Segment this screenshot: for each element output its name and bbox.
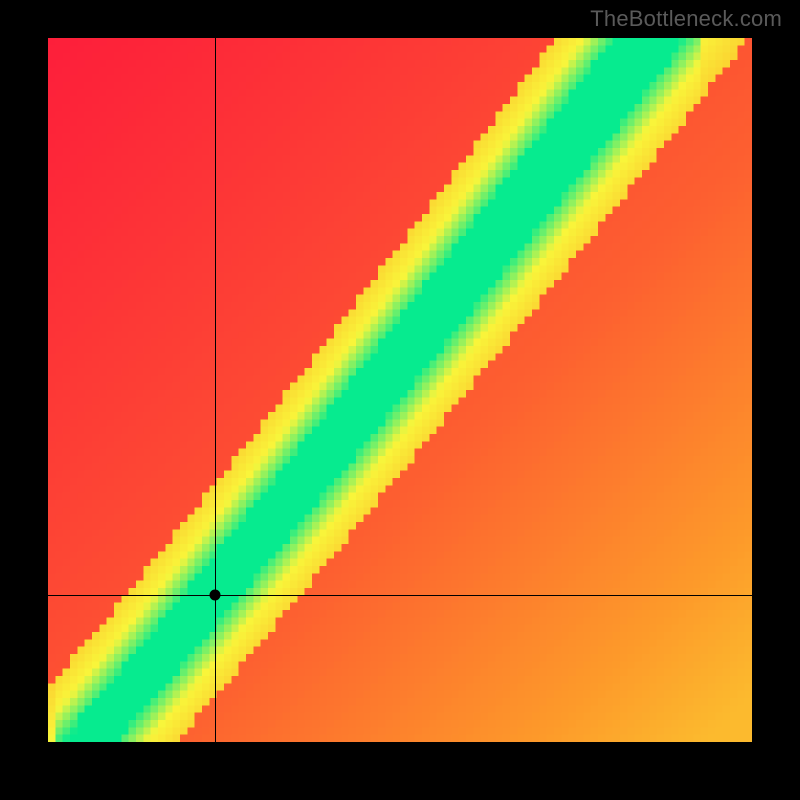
crosshair-vertical [215, 38, 216, 742]
plot-area [48, 38, 752, 742]
watermark-text: TheBottleneck.com [590, 6, 782, 32]
heatmap-canvas [48, 38, 752, 742]
marker-dot [209, 589, 220, 600]
crosshair-horizontal [48, 595, 752, 596]
